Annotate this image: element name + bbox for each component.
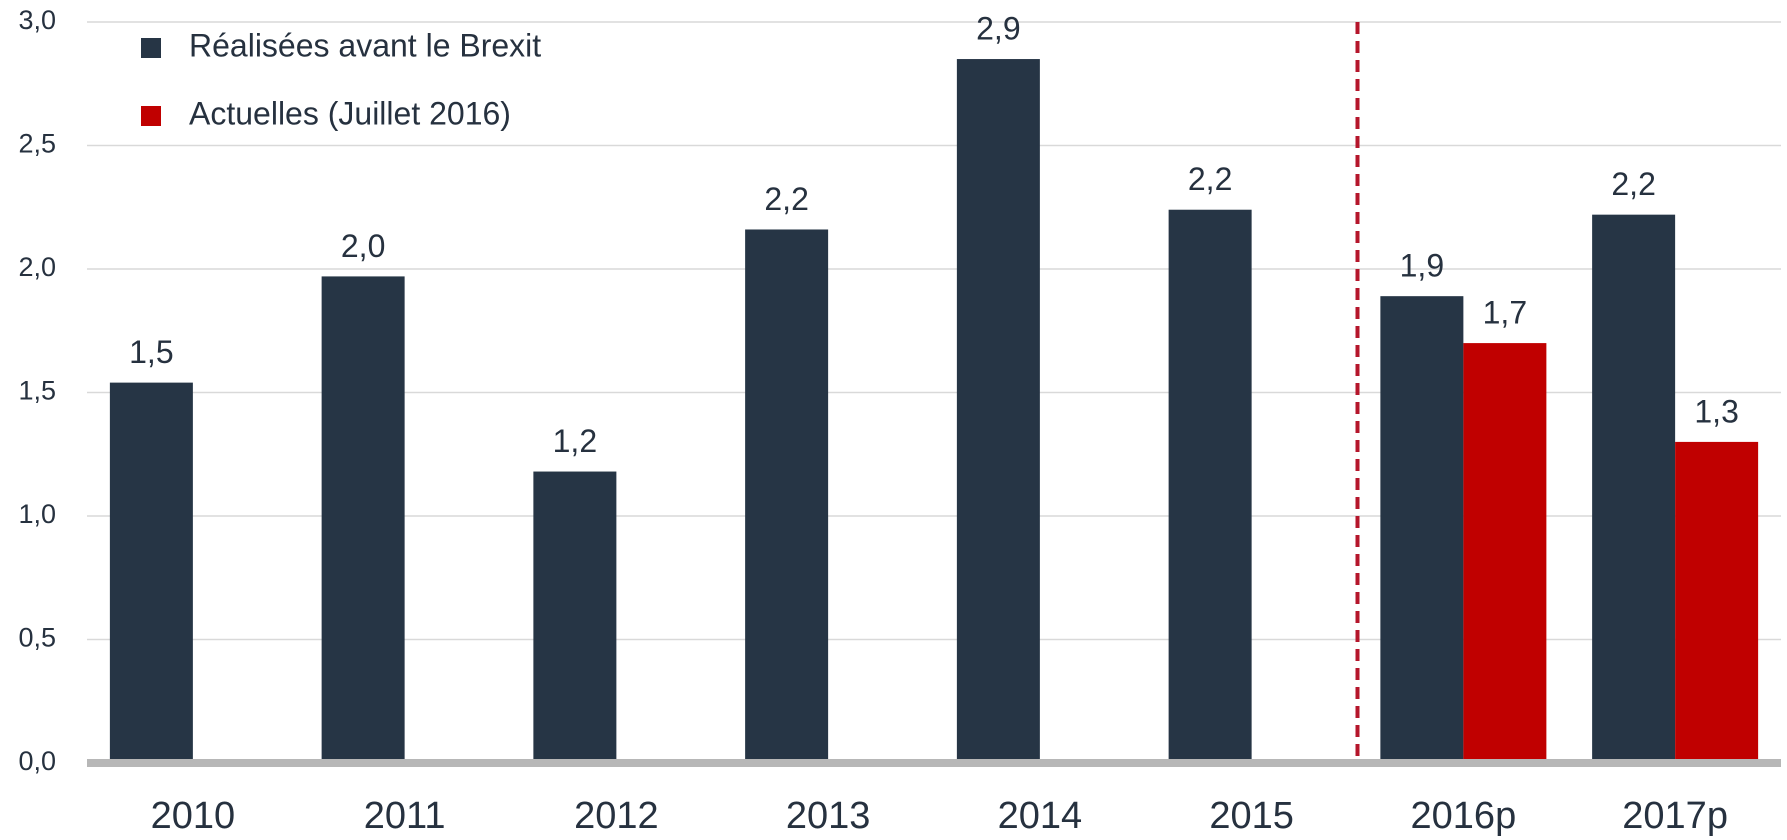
y-tick-label: 0,0	[18, 746, 56, 776]
value-label: 1,9	[1400, 248, 1444, 284]
value-label: 2,2	[1188, 161, 1232, 197]
x-tick-label: 2012	[574, 795, 659, 837]
bar	[1463, 343, 1547, 763]
y-tick-label: 1,5	[18, 376, 56, 406]
bar	[745, 229, 829, 764]
bar	[1675, 441, 1759, 763]
legend-label: Réalisées avant le Brexit	[189, 27, 541, 63]
x-tick-label: 2016p	[1411, 795, 1517, 837]
y-tick-label: 0,5	[18, 623, 56, 653]
x-tick-label: 2014	[998, 795, 1083, 837]
value-label: 2,2	[1611, 166, 1655, 202]
value-label: 2,0	[341, 228, 385, 264]
value-label: 2,9	[976, 11, 1020, 47]
bar	[533, 471, 617, 763]
value-label: 1,3	[1694, 393, 1738, 429]
value-label: 1,5	[129, 334, 173, 370]
y-tick-label: 2,5	[18, 129, 56, 159]
y-tick-label: 1,0	[18, 499, 56, 529]
legend-label: Actuelles (Juillet 2016)	[189, 95, 511, 131]
value-label: 1,7	[1483, 295, 1527, 331]
bar	[1168, 209, 1252, 764]
x-tick-label: 2013	[786, 795, 871, 837]
x-tick-label: 2010	[151, 795, 236, 837]
x-tick-label: 2015	[1209, 795, 1294, 837]
legend-swatch	[141, 38, 161, 58]
bar	[1380, 296, 1464, 763]
bar	[1592, 214, 1676, 763]
bar	[109, 382, 193, 763]
x-tick-label: 2017p	[1622, 795, 1728, 837]
y-tick-label: 2,0	[18, 252, 56, 282]
legend-swatch	[141, 106, 161, 126]
x-tick-label: 2011	[364, 795, 446, 837]
y-tick-label: 3,0	[18, 5, 56, 35]
bar	[956, 59, 1040, 764]
bar	[321, 276, 405, 763]
value-label: 1,2	[553, 423, 597, 459]
value-label: 2,2	[764, 181, 808, 217]
